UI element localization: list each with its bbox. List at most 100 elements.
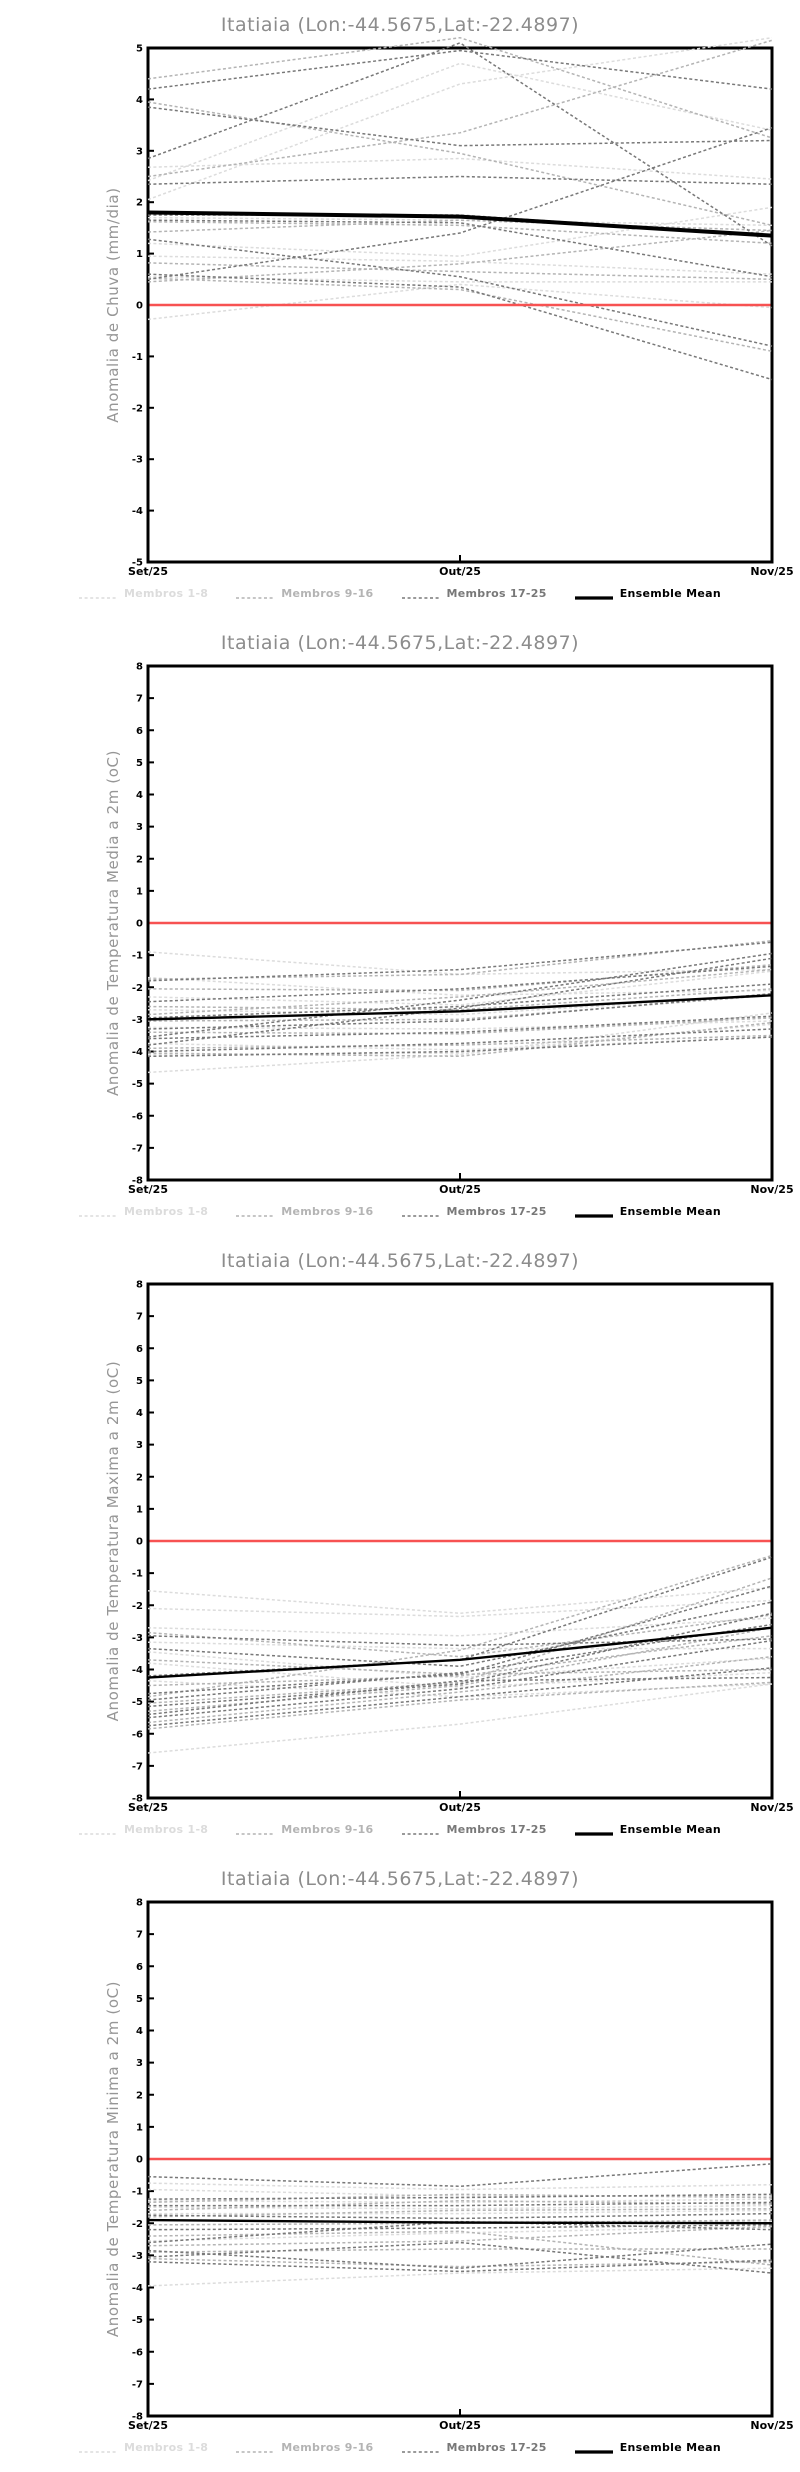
x-axis-tick-label: Set/25: [128, 1801, 168, 1814]
legend-swatch-icon: [236, 1206, 275, 1217]
y-axis-tick-label: -5: [132, 1079, 143, 1090]
panel-temperatura-maxima: Itatiaia (Lon:-44.5675,Lat:-22.4897) 8 7 6…: [0, 1236, 800, 1854]
legend-swatch-icon: [78, 1824, 117, 1835]
y-axis-title: Anomalia de Temperatura Minima a 2m (oC): [104, 1981, 122, 2337]
member-line: [147, 1623, 773, 1701]
legend-label: Ensemble Mean: [619, 1204, 721, 1218]
panel-temperatura-media: Itatiaia (Lon:-44.5675,Lat:-22.4897) 8 7 6…: [0, 618, 800, 1236]
legend-label: Membros 17-25: [446, 586, 547, 600]
y-axis-tick-label: -1: [132, 2187, 143, 2198]
member-line: [147, 1635, 773, 1647]
legend-swatch-icon: [78, 2442, 117, 2453]
y-axis-tick-label: -5: [132, 1697, 143, 1708]
y-axis-tick-label: 2: [136, 1472, 143, 1483]
member-line: [147, 106, 773, 147]
y-axis-tick-label: 2: [136, 198, 143, 209]
member-line: [147, 2163, 773, 2188]
member-line: [147, 2193, 773, 2204]
y-axis-tick-label: 4: [136, 2026, 143, 2037]
member-line: [147, 2248, 772, 2253]
member-line: [147, 1679, 773, 1698]
member-line: [147, 216, 773, 227]
legend-item-0: Membros 1-8: [78, 1205, 208, 1218]
member-line: [147, 283, 773, 321]
y-axis-tick-label: -4: [132, 1665, 143, 1676]
member-line: [148, 2201, 773, 2207]
x-axis-tick-label: Nov/25: [750, 1801, 793, 1814]
y-axis-tick-label: 1: [136, 886, 143, 897]
y-axis-tick-label: -6: [132, 1729, 143, 1740]
member-line: [147, 1599, 773, 1618]
legend-label: Membros 17-25: [446, 1822, 547, 1836]
y-axis-tick-label: 8: [136, 662, 143, 673]
panel-title: Itatiaia (Lon:-44.5675,Lat:-22.4897): [220, 14, 580, 36]
legend-swatch-icon: [401, 1206, 440, 1217]
y-axis-tick-label: 7: [136, 694, 143, 705]
y-axis-tick-label: -3: [132, 455, 143, 466]
member-line: [147, 2230, 773, 2266]
legend-label: Ensemble Mean: [619, 2440, 721, 2454]
member-line: [147, 2193, 773, 2200]
legend-swatch-icon: [401, 2442, 440, 2453]
y-axis-tick-label: -6: [132, 2347, 143, 2358]
member-line: [147, 970, 773, 1006]
legend-swatch-icon: [78, 1206, 117, 1217]
member-line: [147, 2212, 773, 2220]
legend-item-3: Ensemble Mean: [574, 1823, 721, 1836]
legend-item-2: Membros 17-25: [401, 1822, 547, 1836]
member-line: [147, 1681, 773, 1730]
legend-item-2: Membros 17-25: [401, 1205, 547, 1218]
legend-label: Membros 17-25: [446, 2440, 547, 2454]
member-line: [147, 219, 773, 278]
y-axis-tick-label: 8: [136, 1280, 143, 1291]
y-axis-tick-label: 4: [136, 95, 143, 106]
ensemble-mean-line: [147, 994, 773, 1021]
member-line: [147, 1023, 773, 1056]
member-line: [147, 1601, 773, 1668]
member-line: [147, 126, 773, 281]
member-line: [147, 2243, 773, 2269]
legend: Membros 1-8 Membros 9-16 Membros 17-25 Ense…: [0, 583, 800, 603]
x-axis-tick-label: Nov/25: [750, 1183, 793, 1196]
member-line: [147, 1577, 773, 1704]
member-line: [147, 941, 773, 982]
y-axis-tick-label: 3: [136, 146, 143, 157]
y-axis-tick-label: 1: [136, 249, 143, 260]
panel-title: Itatiaia (Lon:-44.5675,Lat:-22.4897): [220, 632, 580, 654]
member-line: [147, 1612, 773, 1708]
x-axis-tick-label: Nov/25: [750, 2419, 793, 2432]
member-line: [147, 2198, 773, 2204]
legend-swatch-icon: [574, 588, 613, 600]
member-line: [147, 157, 773, 180]
member-line: [147, 968, 773, 1016]
x-axis-tick-label: Out/25: [439, 1801, 481, 1814]
member-line: [147, 1012, 773, 1074]
member-line: [147, 1034, 773, 1050]
y-axis-tick-label: -1: [132, 352, 143, 363]
y-axis-tick-label: -7: [132, 1143, 143, 1154]
legend-swatch-icon: [574, 1206, 613, 1218]
y-axis-tick-label: 1: [136, 2122, 143, 2133]
legend-item-1: Membros 9-16: [236, 1205, 373, 1218]
member-line: [147, 951, 773, 976]
member-line: [147, 39, 773, 178]
y-axis-tick-label: -7: [132, 2379, 143, 2390]
legend-swatch-icon: [574, 2442, 613, 2454]
x-axis-tick-label: Out/25: [439, 2419, 481, 2432]
member-line: [147, 273, 773, 381]
member-line: [147, 1585, 773, 1695]
y-axis-tick-label: -3: [132, 2251, 143, 2262]
member-line: [147, 1635, 773, 1687]
y-axis-tick-label: -8: [132, 2412, 143, 2423]
member-line: [147, 1586, 773, 1615]
y-axis-tick-label: 6: [136, 1344, 143, 1355]
y-axis-tick-label: -1: [132, 951, 143, 962]
member-line: [147, 42, 773, 247]
y-axis-tick-label: 0: [136, 2155, 143, 2166]
ensemble-mean-line: [147, 2218, 773, 2225]
member-line: [147, 983, 773, 1019]
member-line: [147, 36, 773, 139]
